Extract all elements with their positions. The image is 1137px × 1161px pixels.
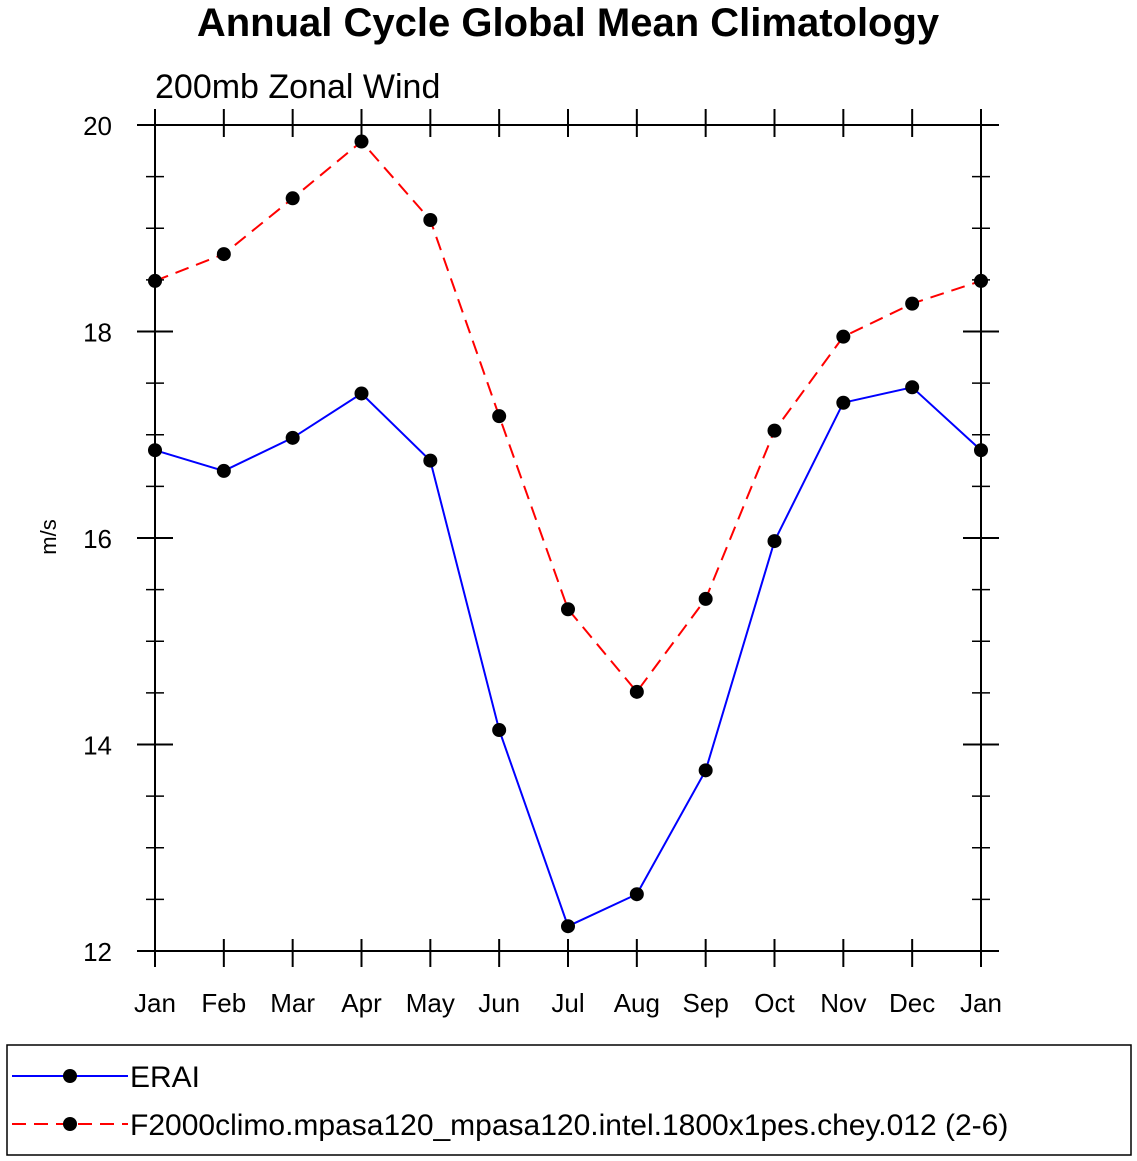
x-tick-label: Sep — [683, 988, 729, 1018]
data-point — [423, 212, 438, 227]
data-point — [423, 453, 438, 468]
data-point — [285, 191, 300, 206]
data-point — [354, 386, 369, 401]
axis-ticks — [137, 109, 999, 967]
x-tick-label: Oct — [754, 988, 795, 1018]
data-point — [905, 380, 920, 395]
x-tick-label: Aug — [614, 988, 660, 1018]
data-point — [698, 763, 713, 778]
data-point — [148, 443, 162, 458]
legend-marker — [63, 1069, 77, 1083]
data-point — [285, 430, 300, 445]
data-point — [767, 423, 782, 438]
y-tick-label: 20 — [83, 111, 112, 141]
x-tick-label: Dec — [889, 988, 935, 1018]
data-point — [836, 395, 851, 410]
y-tick-label: 16 — [83, 524, 112, 554]
data-point — [767, 534, 782, 549]
data-point — [216, 463, 231, 478]
chart-title: Annual Cycle Global Mean Climatology — [197, 1, 940, 45]
x-tick-label: Nov — [820, 988, 866, 1018]
data-point — [216, 247, 231, 262]
x-tick-label: Feb — [201, 988, 246, 1018]
legend-label: ERAI — [130, 1061, 200, 1094]
data-point — [561, 919, 575, 934]
data-point — [629, 684, 644, 699]
x-tick-label: Apr — [341, 988, 382, 1018]
x-tick-label: Jul — [551, 988, 584, 1018]
data-point — [354, 134, 369, 149]
data-point — [492, 409, 507, 424]
data-point — [148, 273, 162, 288]
x-tick-labels: Jan Feb Mar Apr May Jun Jul Aug Sep Oct Nov Dec Jan — [134, 988, 1002, 1018]
plot-frame — [154, 124, 982, 952]
y-tick-label: 14 — [83, 731, 112, 761]
data-point — [629, 887, 644, 902]
x-tick-label: Jun — [478, 988, 520, 1018]
x-tick-label: Mar — [270, 988, 315, 1018]
series-1 — [148, 134, 988, 699]
data-point — [974, 273, 988, 288]
series-0 — [148, 380, 988, 934]
data-point — [492, 723, 507, 738]
legend-label: F2000climo.mpasa120_mpasa120.intel.1800x… — [130, 1109, 1008, 1142]
x-tick-label: May — [406, 988, 455, 1018]
series-layer — [148, 134, 988, 934]
x-tick-label: Jan — [134, 988, 176, 1018]
y-tick-labels: 12 14 16 18 20 — [83, 111, 112, 967]
y-tick-label: 18 — [83, 318, 112, 348]
series-line — [154, 386, 982, 928]
y-axis-label: m/s — [36, 519, 61, 554]
data-point — [905, 296, 920, 311]
data-point — [836, 329, 851, 344]
chart-subtitle: 200mb Zonal Wind — [155, 68, 440, 106]
legend: ERAI F2000climo.mpasa120_mpasa120.intel.1… — [12, 1061, 1008, 1142]
data-point — [698, 591, 713, 606]
y-tick-label: 12 — [83, 937, 112, 967]
x-tick-label: Jan — [960, 988, 1002, 1018]
legend-marker — [63, 1117, 77, 1131]
data-point — [974, 443, 988, 458]
data-point — [561, 602, 575, 617]
legend-box — [6, 1044, 1132, 1156]
